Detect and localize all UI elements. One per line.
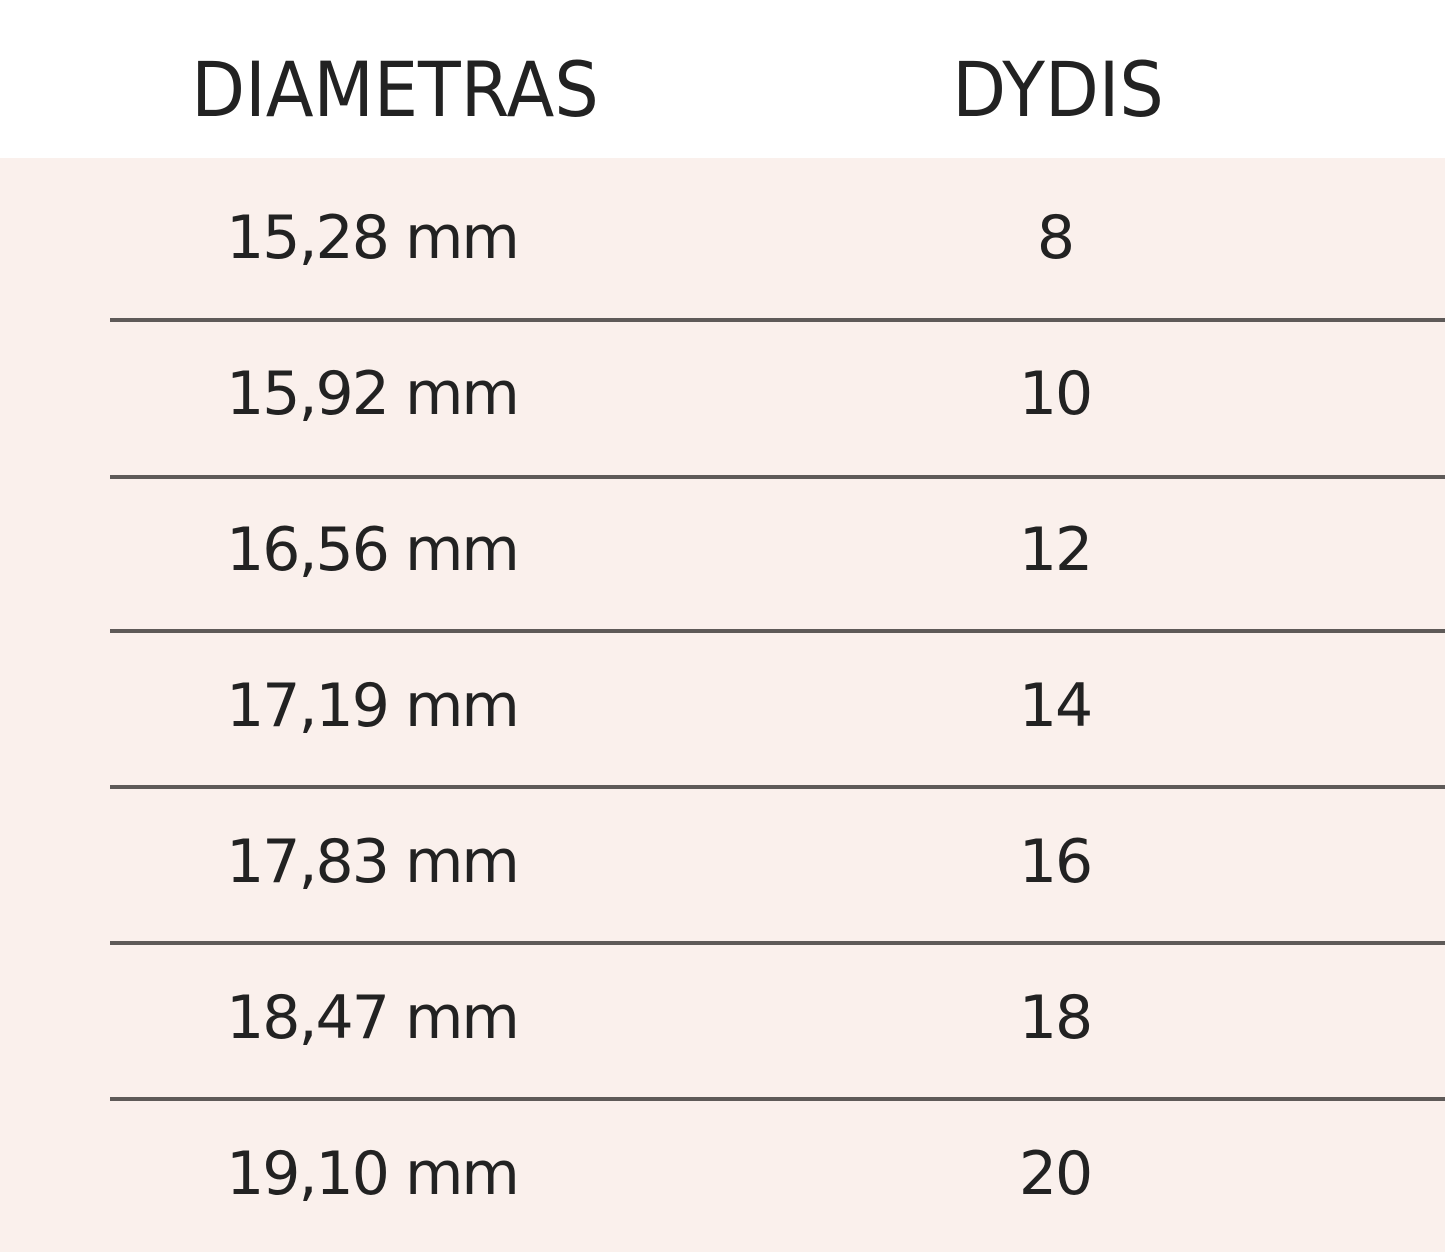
size-cell: 14 — [1018, 671, 1093, 741]
table-row: 16,56 mm 12 — [0, 470, 1445, 626]
diameter-cell: 17,19 mm — [226, 671, 520, 741]
table-row: 19,10 mm 20 — [0, 1094, 1445, 1250]
row-divider — [110, 785, 1445, 789]
row-divider — [110, 475, 1445, 479]
size-cell: 12 — [1018, 515, 1093, 585]
row-divider — [110, 318, 1445, 322]
diameter-cell: 15,92 mm — [226, 359, 520, 429]
table-row: 18,47 mm 18 — [0, 938, 1445, 1094]
size-cell: 16 — [1018, 827, 1093, 897]
table-row: 17,83 mm 16 — [0, 782, 1445, 938]
row-divider — [110, 1097, 1445, 1101]
header-size: DYDIS — [952, 45, 1164, 134]
diameter-cell: 19,10 mm — [226, 1139, 520, 1209]
diameter-cell: 18,47 mm — [226, 983, 520, 1053]
table-header: DIAMETRAS DYDIS — [0, 0, 1445, 158]
row-divider — [110, 629, 1445, 633]
table-body: 15,28 mm 8 15,92 mm 10 16,56 mm 12 17,19 mm 14 1… — [0, 158, 1445, 1252]
size-cell: 20 — [1018, 1139, 1093, 1209]
table-row: 15,28 mm 8 — [0, 158, 1445, 314]
diameter-cell: 16,56 mm — [226, 515, 520, 585]
table-row: 15,92 mm 10 — [0, 314, 1445, 470]
header-diameter: DIAMETRAS — [191, 45, 599, 134]
size-cell: 10 — [1018, 359, 1093, 429]
diameter-cell: 15,28 mm — [226, 203, 520, 273]
row-divider — [110, 941, 1445, 945]
table-row: 17,19 mm 14 — [0, 626, 1445, 782]
size-cell: 8 — [1036, 203, 1075, 273]
diameter-cell: 17,83 mm — [226, 827, 520, 897]
size-cell: 18 — [1018, 983, 1093, 1053]
